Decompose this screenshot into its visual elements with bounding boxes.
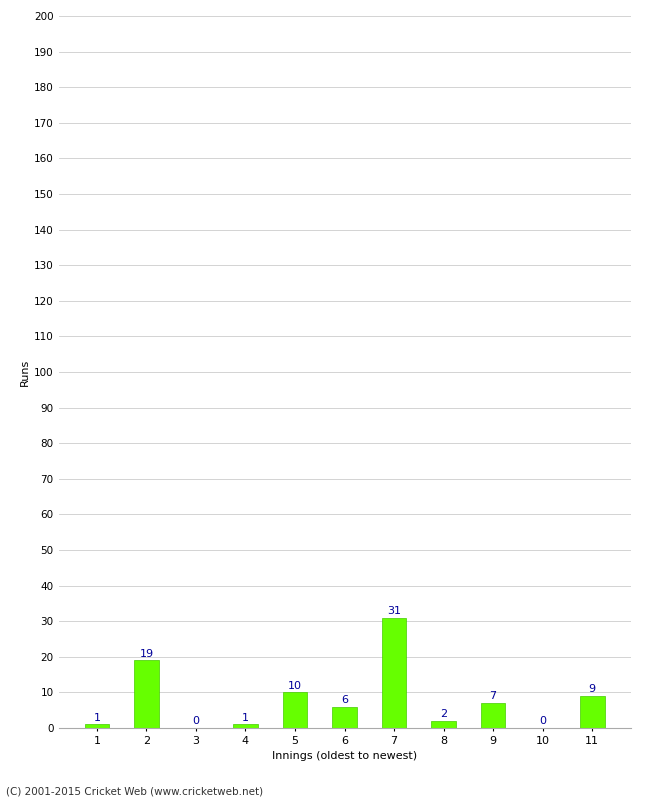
Text: 2: 2 xyxy=(440,709,447,719)
Bar xyxy=(84,725,109,728)
Bar xyxy=(233,725,258,728)
Bar xyxy=(134,660,159,728)
X-axis label: Innings (oldest to newest): Innings (oldest to newest) xyxy=(272,751,417,761)
Bar xyxy=(481,703,506,728)
Text: 31: 31 xyxy=(387,606,401,616)
Bar xyxy=(382,618,406,728)
Text: 6: 6 xyxy=(341,695,348,705)
Bar xyxy=(332,706,357,728)
Text: 0: 0 xyxy=(192,716,200,726)
Text: 9: 9 xyxy=(588,684,595,694)
Y-axis label: Runs: Runs xyxy=(20,358,30,386)
Text: 1: 1 xyxy=(242,713,249,722)
Bar xyxy=(283,693,307,728)
Text: (C) 2001-2015 Cricket Web (www.cricketweb.net): (C) 2001-2015 Cricket Web (www.cricketwe… xyxy=(6,786,264,796)
Text: 10: 10 xyxy=(288,681,302,690)
Text: 1: 1 xyxy=(94,713,100,722)
Bar xyxy=(580,696,604,728)
Bar xyxy=(431,721,456,728)
Text: 19: 19 xyxy=(139,649,153,658)
Text: 0: 0 xyxy=(539,716,546,726)
Text: 7: 7 xyxy=(489,691,497,702)
